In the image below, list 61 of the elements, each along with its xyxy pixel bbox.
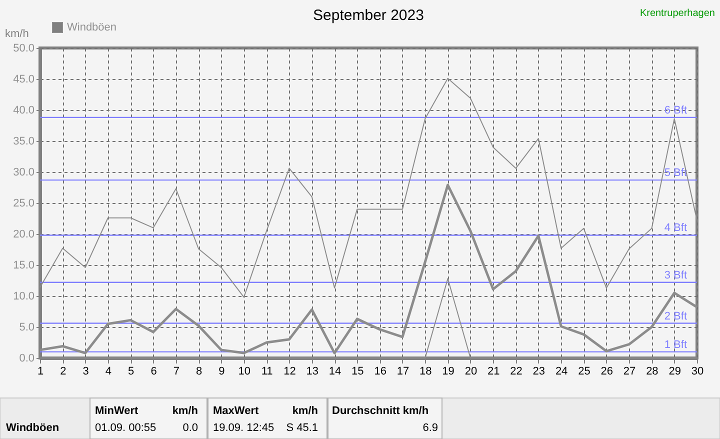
y-axis-title: km/h [5,28,29,40]
text: Windböen [6,422,60,434]
x-tick-label: 10 [238,366,251,378]
chart-title: September 2023 [313,7,424,24]
x-tick-label: 20 [464,366,478,378]
x-tick-label: 26 [600,366,614,378]
x-tick-label: 25 [578,366,590,378]
x-tick-label: 17 [396,366,410,378]
y-tick-label: 45.0 [13,74,34,86]
text: 01.09. 00:55 [95,422,156,434]
text: Krentruperhagen [640,8,715,19]
y-tick-label: 35.0 [13,136,34,148]
x-tick-label: 19 [442,366,454,378]
y-tick-label: 5.0 [19,322,34,334]
y-tick-label: 50.0 [13,42,34,54]
x-tick-label: 3 [82,366,89,378]
x-tick-label: 27 [623,366,636,378]
legend-label: Windböen [67,22,117,34]
x-tick-label: 12 [284,366,296,378]
x-tick-label: 24 [555,366,568,378]
x-tick-label: 23 [532,366,546,378]
x-tick-label: 18 [420,366,432,378]
text: km/h [292,405,318,417]
ref-line-label: 4 Bft [664,222,687,234]
y-tick-label: 25.0 [13,198,34,210]
x-tick-label: 6 [150,366,157,378]
text: 6.9 [422,422,438,434]
x-tick-label: 16 [374,366,386,378]
text: MinWert [95,405,139,417]
x-tick-label: 2 [60,366,66,378]
y-tick-label: 0.0 [19,352,34,364]
x-tick-label: 8 [196,366,202,378]
y-tick-label: 15.0 [13,260,34,272]
x-tick-label: 14 [328,366,342,378]
x-tick-label: 4 [105,366,112,378]
x-tick-label: 28 [646,366,658,378]
y-tick-label: 40.0 [13,104,34,116]
x-tick-label: 9 [218,366,225,378]
text: MaxWert [213,405,259,417]
x-tick-label: 30 [691,366,704,378]
text: Durchschnitt km/h [332,405,429,417]
ref-line-label: 2 Bft [664,310,687,322]
ref-line-label: 3 Bft [664,269,687,282]
x-tick-label: 21 [487,366,500,378]
ref-line-label: 6 Bft [664,104,687,116]
text: 0.0 [182,422,198,434]
y-tick-label: 10.0 [13,290,34,302]
x-tick-label: 7 [173,366,180,378]
x-tick-label: 15 [352,366,364,378]
y-tick-label: 20.0 [13,228,34,240]
text: 19.09. 12:45 [213,422,274,434]
y-tick-label: 30.0 [13,166,34,178]
x-tick-label: 1 [37,366,44,378]
ref-line-label: 1 Bft [664,338,687,351]
text: S 45.1 [286,422,318,434]
x-tick-label: 29 [668,366,681,378]
x-tick-label: 22 [510,366,522,378]
x-tick-label: 5 [128,366,134,378]
x-tick-label: 11 [261,366,273,378]
text: km/h [172,405,198,417]
x-tick-label: 13 [306,366,318,378]
